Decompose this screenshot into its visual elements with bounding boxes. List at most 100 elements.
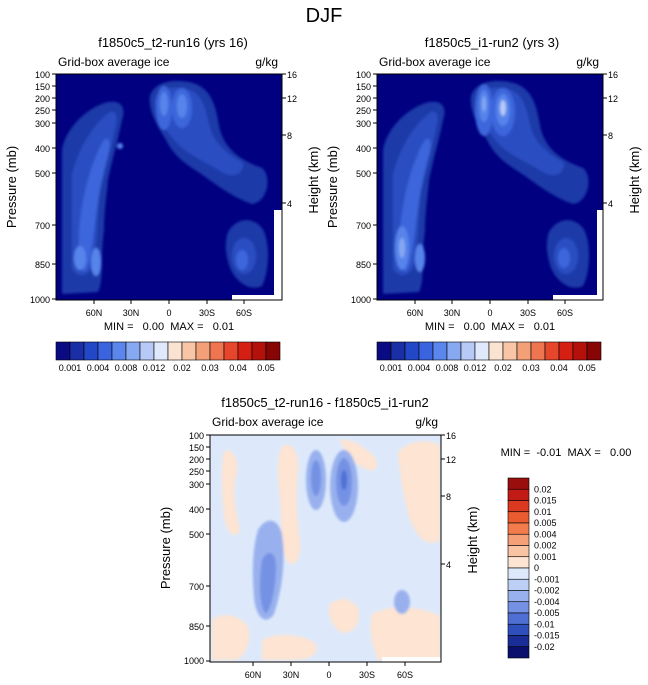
x-tick-label: 30S — [520, 308, 536, 318]
colorbar-swatch — [502, 341, 518, 361]
panel-3-y-axis: Pressure (mb) 100 150 200 250 300 400 50… — [158, 431, 210, 666]
colorbar-swatch — [432, 341, 448, 361]
colorbar-swatch — [507, 590, 530, 603]
colorbar-swatch — [55, 341, 71, 361]
x-tick-label: 0 — [166, 308, 171, 318]
x-tick-label: 60S — [236, 308, 252, 318]
y-tick-label: 1000 — [351, 295, 371, 305]
colorbar-label: 0 — [534, 563, 539, 573]
colorbar-label: 0.008 — [115, 363, 138, 373]
colorbar-label: 0.012 — [143, 363, 166, 373]
panel-3-subtitle-right: g/kg — [415, 415, 438, 429]
y-right-tick-label: 16 — [608, 70, 618, 80]
colorbar-swatch — [507, 635, 530, 648]
panel-2-x-axis: 60N 30N 0 30S 60S — [407, 300, 573, 318]
y-tick-label: 200 — [35, 94, 50, 104]
y-tick-label: 400 — [356, 144, 371, 154]
colorbar-swatch — [195, 341, 211, 361]
colorbar-label: 0.004 — [87, 363, 110, 373]
y-right-tick-label: 4 — [446, 560, 451, 570]
colorbar-label: 0.04 — [229, 363, 247, 373]
y-tick-label: 100 — [189, 431, 204, 441]
panel-3-y-label: Pressure (mb) — [158, 507, 173, 589]
panel-2-y-label-right: Height (km) — [627, 146, 642, 213]
colorbar-label: -0.005 — [534, 608, 560, 618]
y-tick-label: 500 — [189, 530, 204, 540]
panel-3: f1850c5_t2-run16 - f1850c5_i1-run2 Grid-… — [158, 395, 631, 680]
colorbar-label: -0.002 — [534, 586, 560, 596]
panel-1-contours — [62, 80, 282, 300]
colorbar-swatch — [418, 341, 434, 361]
colorbar-label: 0.005 — [534, 518, 557, 528]
panel-1-colorbar: 0.001 0.004 0.008 0.012 0.02 0.03 0.04 0.05 — [55, 341, 281, 373]
y-right-tick-label: 12 — [446, 455, 456, 465]
panel-2-y-axis: Pressure (mb) 100 150 200 250 300 400 50… — [325, 70, 377, 305]
colorbar-label: -0.01 — [534, 619, 555, 629]
colorbar-swatch — [111, 341, 127, 361]
colorbar-swatch — [237, 341, 253, 361]
colorbar-swatch — [139, 341, 155, 361]
colorbar-label: -0.001 — [534, 574, 560, 584]
y-right-tick-label: 8 — [287, 131, 292, 141]
panel-2-y-axis-right: Height (km) 16 12 8 4 — [603, 70, 642, 214]
colorbar-swatch — [474, 341, 490, 361]
y-tick-label: 400 — [189, 505, 204, 515]
colorbar-label: -0.015 — [534, 631, 560, 641]
y-tick-label: 300 — [35, 119, 50, 129]
y-tick-label: 250 — [35, 106, 50, 116]
colorbar-label: -0.02 — [534, 642, 555, 652]
colorbar-label: 0.012 — [464, 363, 487, 373]
y-tick-label: 150 — [35, 82, 50, 92]
colorbar-label: 0.02 — [494, 363, 512, 373]
colorbar-swatch — [209, 341, 225, 361]
y-tick-label: 300 — [189, 480, 204, 490]
colorbar-label: 0.015 — [534, 496, 557, 506]
x-tick-label: 30N — [123, 308, 140, 318]
colorbar-swatch — [507, 623, 530, 636]
y-tick-label: 300 — [356, 119, 371, 129]
y-tick-label: 250 — [356, 106, 371, 116]
colorbar-label: 0.03 — [522, 363, 540, 373]
colorbar-swatch — [223, 341, 239, 361]
colorbar-swatch — [507, 533, 530, 546]
y-right-tick-label: 8 — [608, 131, 613, 141]
x-tick-label: 60N — [86, 308, 103, 318]
colorbar-swatch — [544, 341, 560, 361]
colorbar-label: 0.05 — [578, 363, 596, 373]
colorbar-swatch — [507, 500, 530, 513]
colorbar-label: 0.004 — [534, 529, 557, 539]
x-tick-label: 30N — [283, 670, 300, 680]
x-tick-label: 60N — [245, 670, 262, 680]
panel-3-y-label-right: Height (km) — [465, 506, 480, 573]
y-tick-label: 850 — [356, 260, 371, 270]
y-tick-label: 100 — [35, 70, 50, 80]
panel-2-contours — [383, 80, 603, 300]
panel-3-x-axis: 60N 30N 0 30S 60S — [245, 662, 413, 680]
y-right-tick-label: 8 — [446, 492, 451, 502]
colorbar-label: 0.004 — [408, 363, 431, 373]
y-tick-label: 150 — [189, 443, 204, 453]
colorbar-swatch — [251, 341, 267, 361]
colorbar-swatch — [507, 488, 530, 501]
colorbar-swatch — [558, 341, 574, 361]
y-tick-label: 100 — [356, 70, 371, 80]
y-tick-label: 700 — [189, 582, 204, 592]
panel-3-y-axis-right: Height (km) 16 12 8 4 — [441, 431, 480, 574]
colorbar-swatch — [586, 341, 602, 361]
y-tick-label: 1000 — [30, 295, 50, 305]
panel-3-subtitle-left: Grid-box average ice — [212, 415, 324, 429]
panel-1-y-axis: Pressure (mb) 100 150 200 250 300 400 50… — [4, 70, 56, 305]
y-tick-label: 850 — [189, 622, 204, 632]
colorbar-swatch — [507, 567, 530, 580]
y-tick-label: 700 — [356, 221, 371, 231]
y-tick-label: 150 — [356, 82, 371, 92]
panel-3-frame — [209, 434, 442, 663]
y-tick-label: 1000 — [184, 656, 204, 666]
panel-2-colorbar: 0.001 0.004 0.008 0.012 0.02 0.03 0.04 0.05 — [376, 341, 602, 373]
panel-1-y-label-right: Height (km) — [306, 146, 321, 213]
y-right-tick-label: 16 — [287, 70, 297, 80]
x-tick-label: 0 — [487, 308, 492, 318]
colorbar-swatch — [488, 341, 504, 361]
x-tick-label: 30S — [359, 670, 375, 680]
